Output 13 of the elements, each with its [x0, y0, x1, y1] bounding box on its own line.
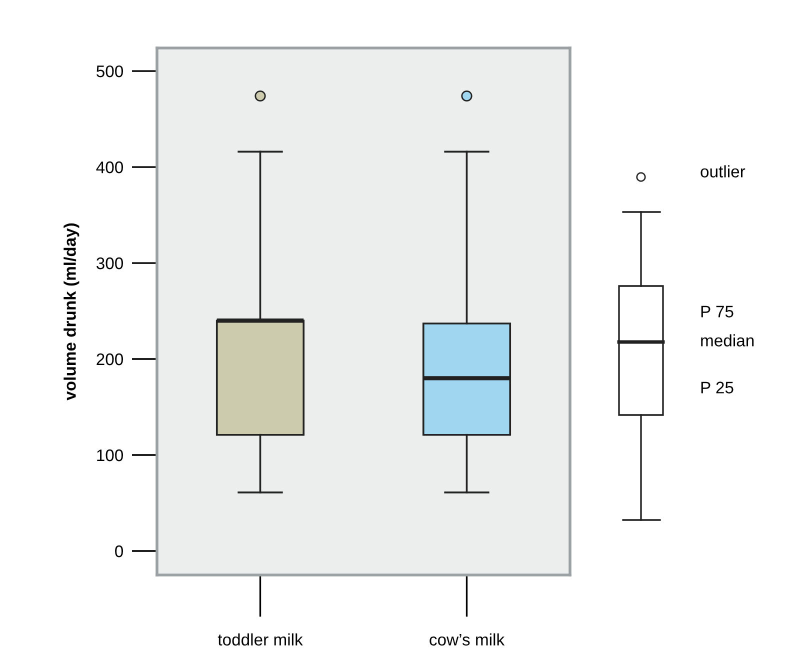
y-tick-label: 500 [96, 65, 124, 78]
x-tick-label: cow’s milk [430, 633, 505, 646]
text: median [701, 334, 754, 346]
y-tick-label: 200 [96, 353, 124, 366]
x-tick-label: toddler milk [218, 633, 303, 646]
y-tick-label: 100 [97, 449, 124, 462]
y-axis-title: volume drunk (ml/day) [64, 223, 80, 400]
y-tick-label: 0 [115, 545, 124, 558]
text: P 25 [701, 382, 734, 394]
y-tick-label: 300 [96, 257, 124, 270]
y-tick-label: 400 [96, 161, 124, 174]
text: outlier [700, 165, 746, 178]
text: P 75 [701, 306, 734, 318]
